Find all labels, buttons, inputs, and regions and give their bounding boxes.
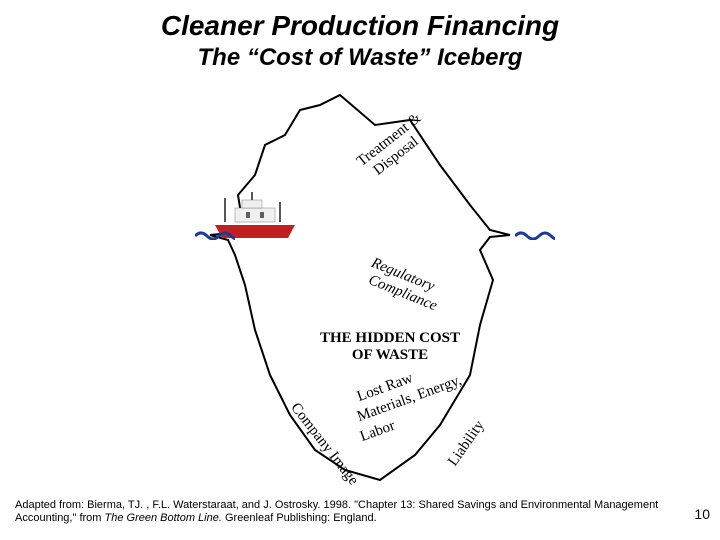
citation-suffix: Greenleaf Publishing: England. xyxy=(225,512,377,524)
page-title-main: Cleaner Production Financing xyxy=(0,10,720,42)
page-title-sub: The “Cost of Waste” Iceberg xyxy=(0,44,720,72)
citation-italic: The Green Bottom Line. xyxy=(105,512,222,524)
wave-left xyxy=(195,230,235,240)
page-number: 10 xyxy=(694,506,710,522)
label-hidden-cost: THE HIDDEN COST OF WASTE xyxy=(300,330,480,364)
citation-text: Adapted from: Bierma, TJ. , F.L. Waterst… xyxy=(15,499,685,527)
hidden-cost-line2: OF WASTE xyxy=(352,347,428,363)
wave-right xyxy=(515,230,555,240)
hidden-cost-line1: THE HIDDEN COST xyxy=(320,330,460,346)
